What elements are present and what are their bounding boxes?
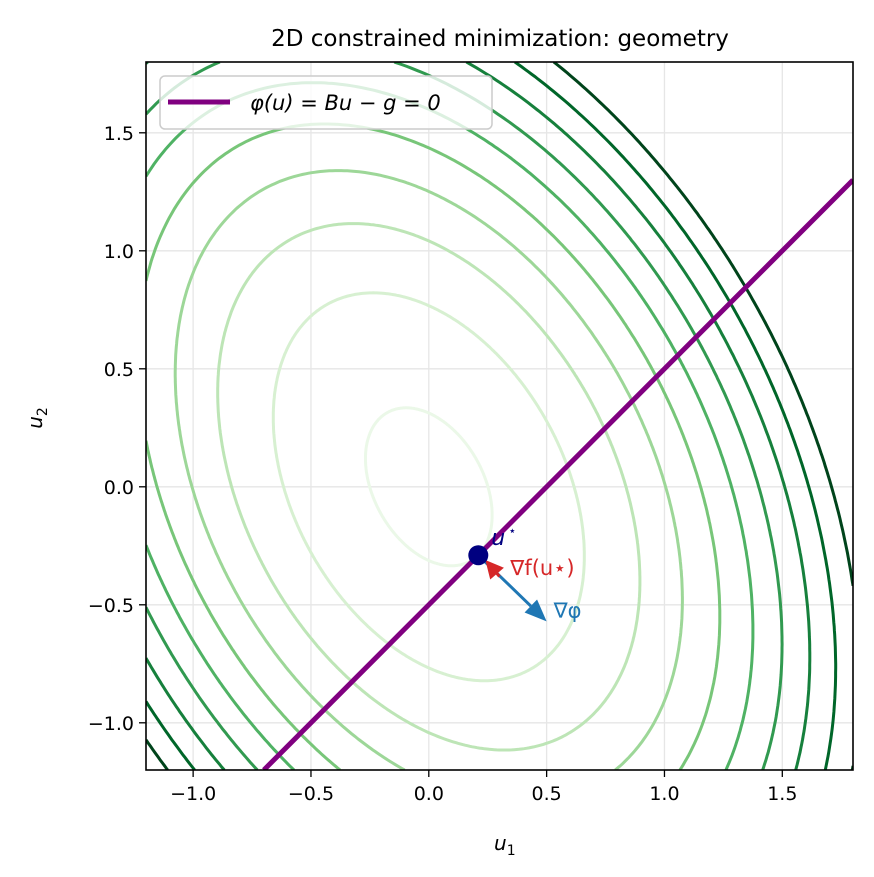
grad-f-label: ∇f(u⋆) [509, 556, 574, 580]
x-tick-label: 1.0 [649, 783, 679, 805]
chart-title: 2D constrained minimization: geometry [271, 26, 729, 52]
x-tick-label: 0.5 [532, 783, 562, 805]
contour-level [271, 291, 586, 683]
x-tick-label: 1.5 [767, 783, 797, 805]
grad-phi-label: ∇φ [553, 598, 582, 622]
grad-f-arrow-shaft [495, 572, 501, 578]
x-axis-label: u1 [494, 831, 516, 859]
x-tick-label: −0.5 [288, 783, 334, 805]
legend-label-constraint: φ(u) = Bu − g = 0 [250, 91, 441, 115]
contour-level [216, 222, 642, 752]
y-tick-label: 0.5 [104, 359, 134, 381]
optimum-point [468, 545, 489, 566]
contour-level [146, 62, 853, 770]
y-tick-label: −1.0 [88, 713, 134, 735]
axis-ticks: −1.0 −0.5 0.0 0.5 1.0 1.5 −1.0 −0.5 0.0 0.5 1.0 1.5 [88, 123, 798, 805]
grid [146, 62, 853, 770]
grad-phi-arrow-head [524, 599, 547, 622]
x-tick-label: 0.0 [414, 783, 444, 805]
grad-f-arrow-head [485, 559, 504, 580]
x-tick-label: −1.0 [170, 783, 216, 805]
y-tick-label: −0.5 [88, 595, 134, 617]
plot-frame [145, 61, 854, 771]
contour-level [146, 122, 722, 770]
constraint-line [262, 178, 853, 770]
contour-level [146, 62, 838, 770]
legend: φ(u) = Bu − g = 0 [159, 75, 493, 130]
contour-lines [146, 62, 853, 770]
y-tick-label: 1.0 [104, 241, 134, 263]
legend-box [159, 75, 493, 130]
y-tick-label: 0.0 [104, 477, 134, 499]
y-axis-label: u2 [23, 407, 51, 429]
y-tick-label: 1.5 [104, 123, 134, 145]
contour-level [173, 169, 684, 770]
